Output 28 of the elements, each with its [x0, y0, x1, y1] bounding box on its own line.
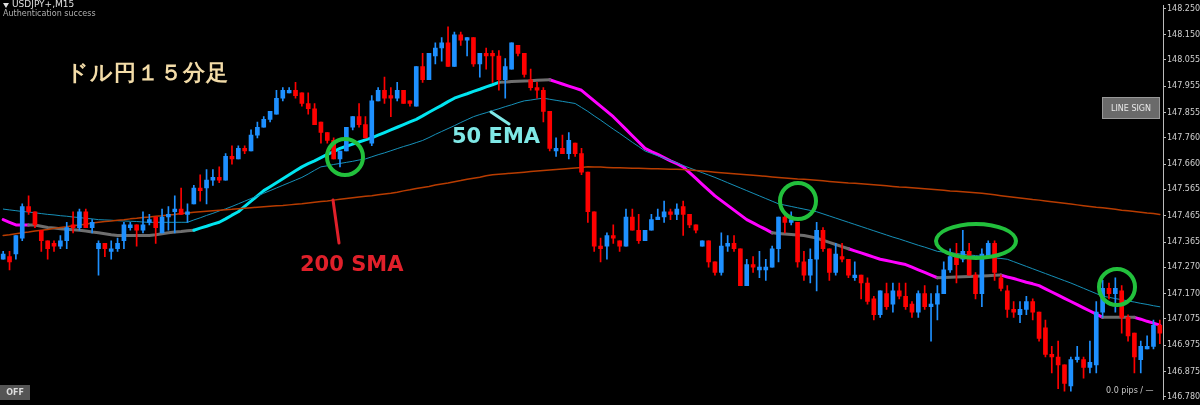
- annotation: 200 SMA: [300, 252, 404, 276]
- chart-title: USDJPY+,M15: [12, 0, 75, 9]
- annotation: Authentication success: [3, 9, 96, 18]
- y-tick-label: 147.565: [1167, 184, 1200, 194]
- y-tick-label: 147.075: [1167, 313, 1200, 323]
- annotation: OFF: [0, 385, 30, 400]
- y-tick-label: 147.955: [1167, 81, 1200, 91]
- y-tick-label: 146.875: [1167, 366, 1200, 376]
- candlestick: [642, 229, 648, 242]
- annotation: 0.0 pips / —: [1106, 386, 1154, 395]
- y-tick-label: 147.760: [1167, 132, 1200, 142]
- candlestick: [426, 53, 432, 81]
- y-tick-label: 146.975: [1167, 340, 1200, 350]
- candlestick: [699, 240, 705, 247]
- y-tick-label: 147.170: [1167, 288, 1200, 298]
- y-tick-label: 147.660: [1167, 159, 1200, 169]
- annotation: ドル円１５分足: [66, 59, 229, 87]
- y-tick-label: 147.365: [1167, 237, 1200, 247]
- candlestick: [413, 66, 419, 107]
- annotation: LINE SIGN: [1102, 97, 1160, 119]
- y-tick-label: 148.055: [1167, 55, 1200, 64]
- y-tick-label: 148.250: [1167, 3, 1200, 13]
- y-tick-label: 147.855: [1167, 107, 1200, 117]
- y-tick-label: 146.780: [1167, 391, 1200, 401]
- y-tick-label: 147.465: [1167, 210, 1200, 220]
- y-tick-label: 148.150: [1167, 29, 1200, 39]
- y-tick-label: 147.270: [1167, 262, 1200, 272]
- annotation: 50 EMA: [452, 124, 541, 148]
